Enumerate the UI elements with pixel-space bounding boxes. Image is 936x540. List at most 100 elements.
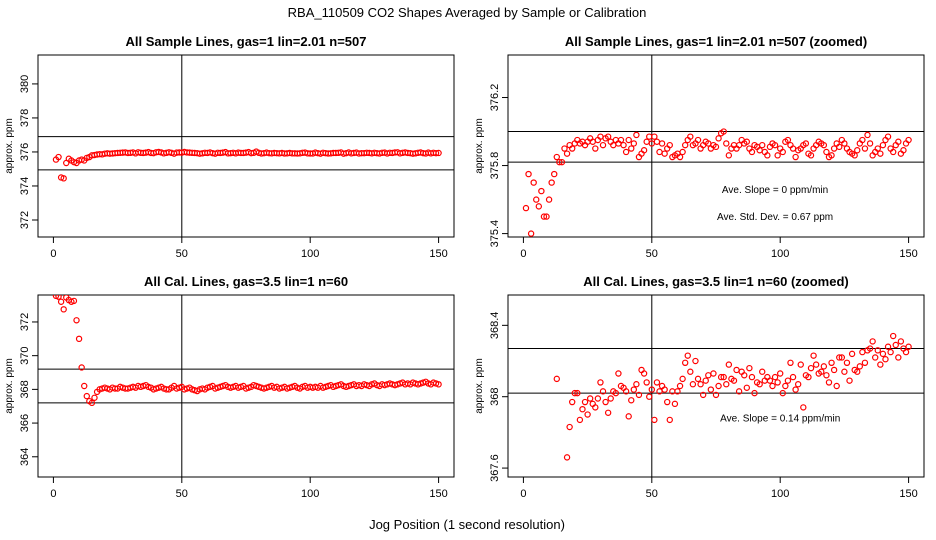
- data-point: [784, 377, 792, 384]
- data-point: [877, 361, 884, 368]
- data-point: [628, 397, 635, 404]
- data-point: [779, 389, 786, 397]
- data-point: [715, 135, 722, 142]
- data-point: [533, 196, 540, 203]
- data-point: [710, 370, 717, 377]
- data-point: [661, 150, 668, 157]
- data-point: [643, 138, 650, 145]
- data-point: [607, 395, 614, 402]
- data-point: [725, 361, 733, 368]
- data-point: [759, 141, 766, 149]
- plot-frame: [37, 54, 455, 238]
- data-point: [843, 359, 851, 367]
- data-point: [558, 158, 566, 166]
- data-point: [902, 348, 910, 356]
- data-point: [792, 386, 799, 393]
- data-point: [810, 352, 817, 359]
- data-point: [91, 394, 98, 401]
- data-point: [807, 364, 815, 372]
- data-point: [81, 382, 88, 390]
- data-point: [782, 382, 789, 390]
- x-tick-label: 150: [899, 488, 917, 500]
- data-point: [723, 140, 730, 147]
- data-point: [725, 152, 733, 159]
- data-point: [841, 368, 848, 375]
- data-point: [735, 388, 743, 395]
- data-point: [743, 384, 751, 391]
- data-point: [538, 187, 545, 195]
- x-tick-label: 100: [301, 488, 319, 500]
- data-point: [592, 404, 599, 411]
- data-point: [897, 338, 905, 345]
- data-point: [861, 145, 869, 152]
- x-tick-label: 0: [50, 488, 56, 500]
- data-point: [830, 366, 838, 374]
- chart-panel-1: All Sample Lines, gas=1 lin=2.01 n=507 0 5…: [4, 34, 455, 260]
- data-point: [851, 152, 858, 159]
- data-point: [715, 382, 722, 390]
- x-tick-label: 150: [429, 488, 447, 500]
- data-point: [581, 398, 589, 406]
- data-point: [561, 145, 568, 152]
- data-point: [571, 389, 578, 397]
- data-point: [712, 391, 720, 399]
- data-point: [625, 136, 632, 144]
- data-point: [435, 149, 442, 157]
- data-point: [687, 133, 694, 140]
- data-points: [522, 128, 912, 237]
- data-point: [551, 170, 558, 178]
- data-point: [568, 398, 576, 406]
- data-point: [615, 370, 622, 377]
- data-point: [548, 179, 555, 186]
- data-point: [836, 143, 843, 151]
- y-tick-label: 368: [19, 380, 31, 398]
- figure-title: RBA_110509 CO2 Shapes Averaged by Sample…: [288, 5, 647, 20]
- data-point: [653, 138, 661, 145]
- chart-panel-2: All Sample Lines, gas=1 lin=2.01 n=507 (…: [474, 34, 925, 260]
- data-point: [882, 356, 889, 363]
- y-tick-label: 372: [19, 211, 31, 229]
- data-point: [859, 136, 866, 144]
- y-axis-label: approx. ppm: [4, 358, 15, 414]
- data-point: [658, 140, 666, 147]
- data-point: [823, 148, 830, 156]
- data-point: [78, 364, 85, 371]
- data-point: [692, 357, 699, 365]
- data-point: [905, 136, 912, 144]
- y-axis-label: approx. ppm: [474, 358, 485, 414]
- annotation-text: Ave. Slope = 0.14 ppm/min: [720, 414, 840, 425]
- data-point: [861, 359, 869, 367]
- data-point: [900, 147, 907, 154]
- data-point: [556, 158, 563, 166]
- data-point: [889, 332, 897, 340]
- data-point: [779, 148, 786, 156]
- data-point: [656, 148, 663, 156]
- data-point: [854, 368, 861, 375]
- data-point: [88, 399, 96, 407]
- data-point: [784, 136, 792, 144]
- y-tick-label: 368: [489, 388, 501, 406]
- data-point: [771, 141, 779, 149]
- data-point: [856, 363, 864, 370]
- data-point: [566, 423, 573, 431]
- chart-title: All Cal. Lines, gas=3.5 lin=1 n=60 (zoom…: [583, 274, 849, 289]
- x-tick-label: 0: [520, 488, 526, 500]
- data-point: [653, 379, 661, 386]
- data-point: [553, 375, 560, 383]
- data-point: [60, 306, 67, 313]
- data-point: [733, 366, 740, 374]
- data-point: [568, 145, 576, 152]
- x-tick-label: 0: [50, 248, 56, 260]
- data-point: [681, 359, 689, 367]
- data-point: [820, 141, 828, 149]
- data-point: [574, 389, 581, 397]
- data-point: [794, 381, 802, 388]
- data-point: [828, 359, 835, 367]
- data-point: [887, 348, 894, 356]
- data-point: [879, 350, 887, 358]
- data-point: [535, 203, 543, 210]
- data-point: [83, 392, 90, 400]
- data-point: [759, 368, 766, 375]
- data-point: [651, 133, 658, 140]
- data-point: [73, 317, 80, 324]
